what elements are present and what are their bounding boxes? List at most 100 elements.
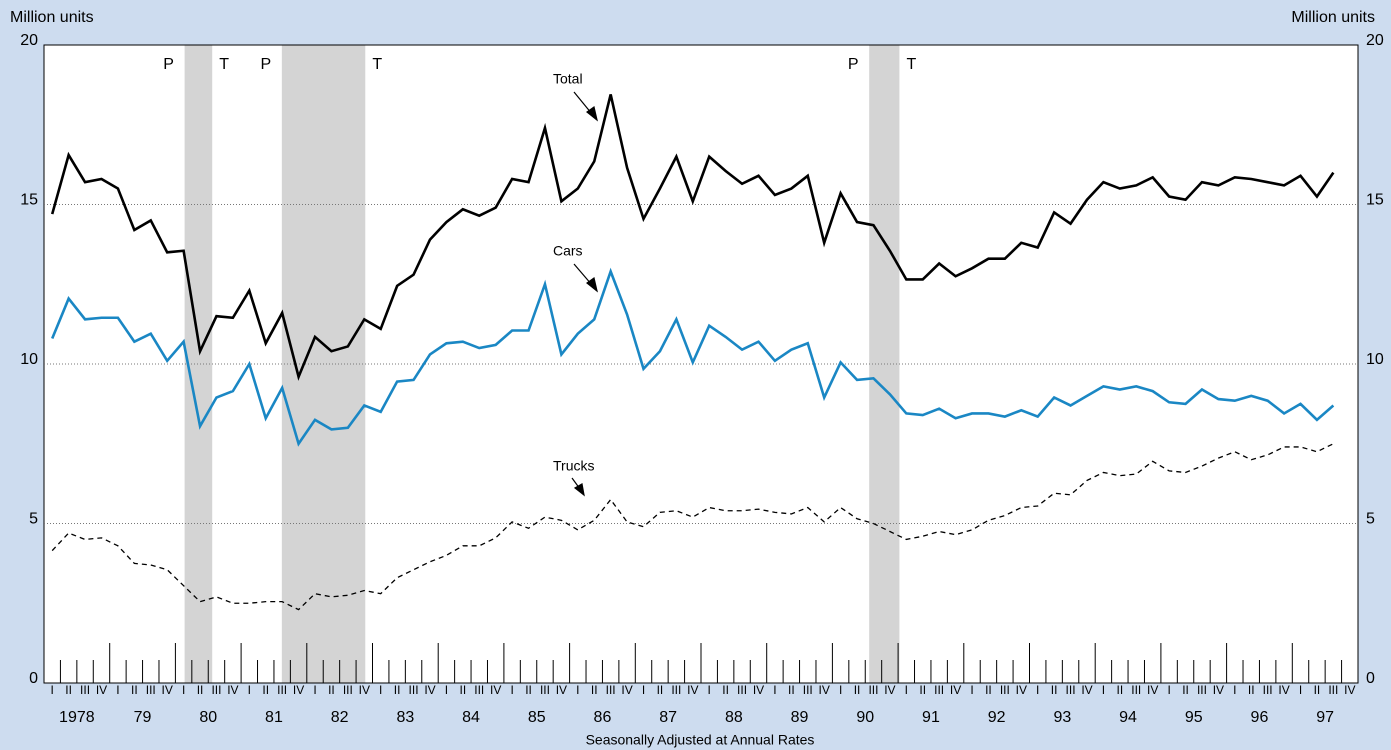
x-tick-label: III — [343, 683, 353, 697]
x-tick-label: I — [839, 683, 842, 697]
x-tick-label: IV — [687, 683, 698, 697]
year-label: 87 — [659, 709, 677, 726]
year-label: 92 — [988, 709, 1006, 726]
series-line — [50, 94, 1335, 381]
x-tick-label: III — [211, 683, 221, 697]
y2-tick-label: 10 — [1366, 351, 1384, 368]
year-label: 80 — [199, 709, 217, 726]
y2-tick-label: 5 — [1366, 511, 1375, 528]
y2-tick-label: 0 — [1366, 670, 1375, 687]
y-tick-label: 15 — [20, 192, 38, 209]
x-tick-label: I — [1233, 683, 1236, 697]
x-tick-label: III — [474, 683, 484, 697]
x-tick-label: IV — [884, 683, 895, 697]
x-tick-label: II — [1314, 683, 1321, 697]
x-tick-label: III — [606, 683, 616, 697]
x-tick-label: I — [642, 683, 645, 697]
peak-label: P — [163, 56, 174, 73]
trough-label: T — [372, 56, 382, 73]
x-tick-label: III — [80, 683, 90, 697]
x-tick-label: II — [1248, 683, 1255, 697]
x-tick-label: II — [854, 683, 861, 697]
year-label: 90 — [856, 709, 874, 726]
y-axis-label: Million units — [10, 9, 94, 26]
year-label: 89 — [791, 709, 809, 726]
year-label: 86 — [594, 709, 612, 726]
x-tick-label: IV — [1213, 683, 1224, 697]
year-label: 97 — [1316, 709, 1334, 726]
x-tick-label: IV — [621, 683, 632, 697]
x-tick-label: I — [708, 683, 711, 697]
x-tick-label: II — [788, 683, 795, 697]
x-tick-label: III — [409, 683, 419, 697]
x-tick-label: I — [510, 683, 513, 697]
x-tick-label: IV — [1081, 683, 1092, 697]
x-tick-label: IV — [490, 683, 501, 697]
x-tick-label: II — [985, 683, 992, 697]
year-label: 95 — [1185, 709, 1203, 726]
year-label: 81 — [265, 709, 283, 726]
x-tick-label: II — [328, 683, 335, 697]
trough-label: T — [907, 56, 917, 73]
x-tick-label: I — [379, 683, 382, 697]
x-tick-label: IV — [819, 683, 830, 697]
x-tick-label: IV — [556, 683, 567, 697]
peak-label: P — [260, 56, 271, 73]
x-axis-title: Seasonally Adjusted at Annual Rates — [586, 732, 815, 748]
x-tick-label: III — [803, 683, 813, 697]
x-tick-label: III — [671, 683, 681, 697]
series-label: Trucks — [553, 458, 594, 474]
x-tick-label: II — [460, 683, 467, 697]
x-tick-label: I — [1299, 683, 1302, 697]
x-tick-label: I — [1036, 683, 1039, 697]
x-tick-label: III — [1328, 683, 1338, 697]
year-label: 84 — [462, 709, 480, 726]
x-tick-label: III — [934, 683, 944, 697]
year-label: 82 — [331, 709, 349, 726]
x-tick-label: IV — [1016, 683, 1027, 697]
x-tick-label: II — [394, 683, 401, 697]
x-tick-label: IV — [359, 683, 370, 697]
x-tick-label: III — [1131, 683, 1141, 697]
x-tick-label: III — [1066, 683, 1076, 697]
x-tick-label: II — [919, 683, 926, 697]
x-tick-label: II — [65, 683, 72, 697]
x-tick-label: III — [146, 683, 156, 697]
x-tick-label: II — [657, 683, 664, 697]
x-tick-label: I — [51, 683, 54, 697]
x-tick-label: I — [313, 683, 316, 697]
x-tick-label: III — [1263, 683, 1273, 697]
series-label: Total — [553, 71, 583, 87]
year-label: 83 — [396, 709, 414, 726]
peak-label: P — [848, 56, 859, 73]
y2-axis-label: Million units — [1291, 9, 1375, 26]
year-label: 96 — [1251, 709, 1269, 726]
x-tick-label: IV — [96, 683, 107, 697]
arrow-head — [586, 105, 598, 122]
year-label: 79 — [134, 709, 152, 726]
y2-tick-label: 15 — [1366, 192, 1384, 209]
year-label: 93 — [1053, 709, 1071, 726]
x-tick-label: II — [197, 683, 204, 697]
x-tick-label: III — [1197, 683, 1207, 697]
x-tick-label: I — [248, 683, 251, 697]
series-label: Cars — [553, 243, 583, 259]
y-tick-label: 10 — [20, 351, 38, 368]
x-tick-label: III — [737, 683, 747, 697]
x-tick-label: II — [262, 683, 269, 697]
series-line — [51, 443, 1334, 611]
year-label: 94 — [1119, 709, 1137, 726]
year-label: 91 — [922, 709, 940, 726]
x-tick-label: I — [116, 683, 119, 697]
x-tick-label: II — [1182, 683, 1189, 697]
year-label: 1978 — [59, 709, 95, 726]
x-tick-label: IV — [1147, 683, 1158, 697]
series-line — [51, 267, 1335, 447]
x-tick-label: I — [905, 683, 908, 697]
x-tick-label: II — [1117, 683, 1124, 697]
x-tick-label: II — [722, 683, 729, 697]
year-label: 88 — [725, 709, 743, 726]
x-tick-label: I — [576, 683, 579, 697]
year-label: 85 — [528, 709, 546, 726]
